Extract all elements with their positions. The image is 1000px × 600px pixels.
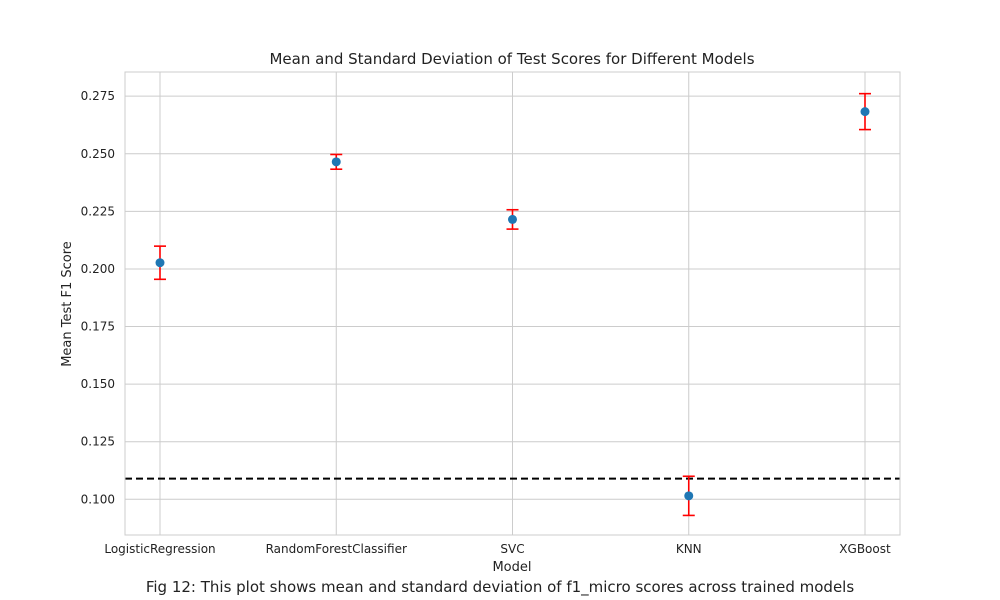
- y-tick-label: 0.250: [81, 147, 115, 161]
- data-point: [684, 491, 694, 501]
- x-tick-label: SVC: [500, 542, 524, 556]
- y-tick-label: 0.225: [81, 204, 115, 218]
- x-tick-label: KNN: [676, 542, 702, 556]
- x-tick-label: XGBoost: [839, 542, 891, 556]
- data-point: [331, 157, 341, 167]
- y-tick-label: 0.200: [81, 262, 115, 276]
- y-tick-label: 0.100: [81, 492, 115, 506]
- y-tick-label: 0.150: [81, 377, 115, 391]
- plot-frame: [124, 71, 901, 536]
- marks-layer: [154, 92, 871, 517]
- ticks-layer: 0.100 0.125 0.150 0.175 0.200 0.225 0.250 0.275…: [81, 89, 891, 556]
- y-tick-label: 0.175: [81, 320, 115, 334]
- chart-title: Mean and Standard Deviation of Test Scor…: [269, 50, 754, 68]
- data-point: [508, 214, 517, 224]
- y-axis-label: Mean Test F1 Score: [60, 241, 75, 367]
- x-tick-label: LogisticRegression: [104, 542, 215, 556]
- data-point: [155, 258, 165, 268]
- y-tick-label: 0.125: [81, 435, 115, 449]
- x-tick-label: RandomForestClassifier: [266, 542, 407, 556]
- data-point: [860, 107, 870, 117]
- y-tick-label: 0.275: [81, 89, 115, 103]
- grid-layer: [125, 72, 900, 535]
- figure-caption: Fig 12: This plot shows mean and standar…: [145, 578, 855, 596]
- x-axis-label: Model: [492, 560, 531, 575]
